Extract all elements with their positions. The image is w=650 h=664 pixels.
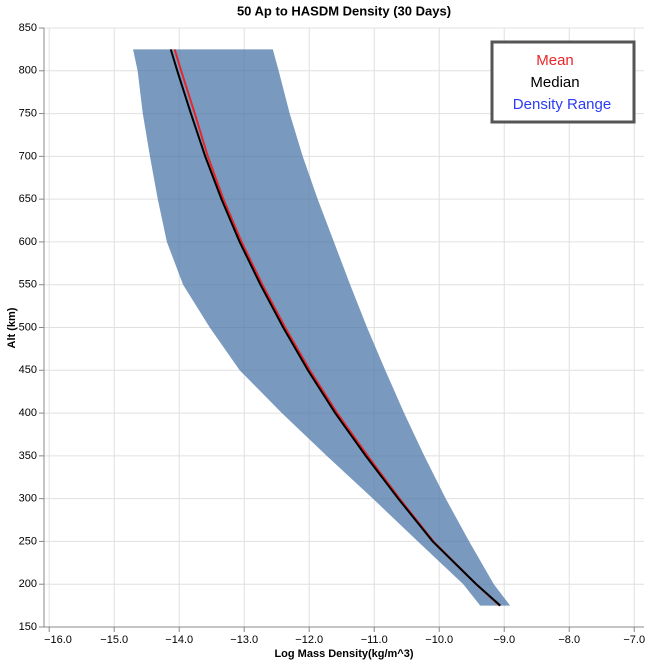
y-tick-label: 600 — [19, 236, 37, 248]
y-tick-label: 650 — [19, 193, 37, 205]
y-tick-label: 250 — [19, 535, 37, 547]
y-tick-label: 400 — [19, 407, 37, 419]
y-tick-label: 350 — [19, 450, 37, 462]
y-axis-title: Alt (km) — [6, 307, 18, 348]
line — [169, 49, 502, 607]
y-tick-label: 800 — [19, 65, 37, 77]
x-tick-label: −11.0 — [361, 634, 388, 646]
chart-title: 50 Ap to HASDM Density (30 Days) — [237, 3, 451, 18]
density-range — [133, 49, 511, 606]
legend-box — [490, 40, 636, 124]
x-tick-label: −8.0 — [558, 634, 580, 646]
y-tick-label: 300 — [19, 493, 37, 505]
x-tick-label: −12.0 — [295, 634, 323, 646]
x-tick-label: −10.0 — [425, 634, 453, 646]
y-tick-label: 200 — [19, 578, 37, 590]
legend-label: Median — [530, 74, 579, 91]
x-tick-label: −14.0 — [165, 634, 193, 646]
x-tick-label: −7.0 — [623, 634, 645, 646]
y-tick-label: 850 — [19, 22, 37, 34]
x-tick-label: −15.0 — [100, 634, 128, 646]
x-tick-label: −13.0 — [230, 634, 258, 646]
y-tick-label: 750 — [19, 107, 37, 119]
legend-label: Mean — [536, 52, 574, 69]
y-tick-label: 550 — [19, 279, 37, 291]
y-tick-label: 450 — [19, 364, 37, 376]
x-tick-label: −9.0 — [493, 634, 515, 646]
y-tick-label: 500 — [19, 321, 37, 333]
legend-label: Density Range — [513, 96, 611, 113]
y-tick-label: 150 — [19, 621, 37, 633]
x-axis-title: Log Mass Density(kg/m^3) — [274, 648, 413, 660]
y-tick-label: 700 — [19, 150, 37, 162]
x-tick-label: −16.0 — [44, 634, 72, 646]
